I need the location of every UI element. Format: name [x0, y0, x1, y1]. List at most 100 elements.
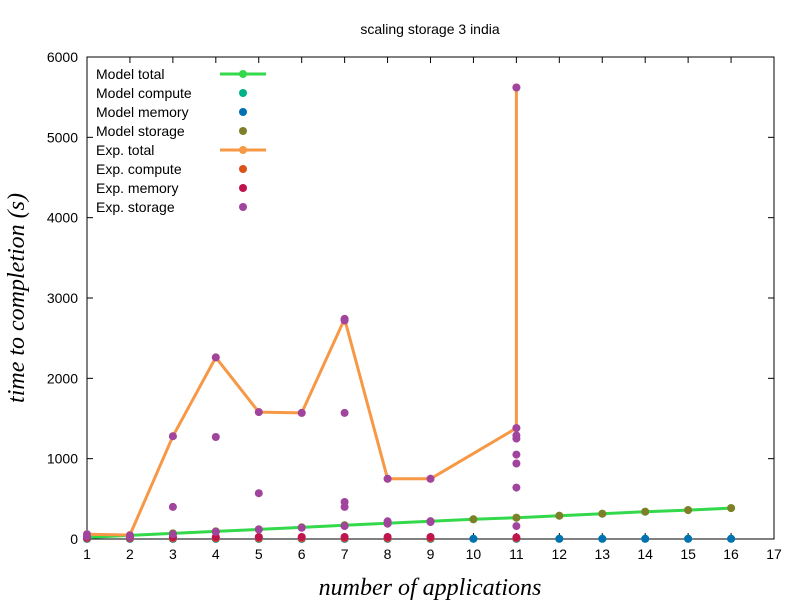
data-point-model-storage [512, 513, 521, 522]
plot-area-frame [86, 56, 775, 540]
legend-item: Exp. storage [96, 199, 247, 215]
legend-label: Exp. total [96, 142, 154, 158]
data-point-exp-storage [512, 434, 521, 443]
legend-swatch-point [239, 89, 247, 97]
series-layer [83, 83, 736, 543]
data-point-model-storage [641, 507, 650, 516]
x-tick-label: 9 [427, 546, 435, 562]
x-tick-label: 7 [341, 546, 349, 562]
data-point-exp-storage [211, 353, 220, 362]
data-point-exp-storage [512, 450, 521, 459]
data-point-model-storage [598, 509, 607, 518]
x-axis-label: number of applications [319, 575, 542, 600]
x-tick-label: 4 [212, 546, 220, 562]
data-point-exp-storage [125, 533, 134, 541]
data-point-exp-storage [426, 518, 435, 527]
data-point-exp-storage [383, 474, 392, 483]
x-tick-label: 6 [298, 546, 306, 562]
legend-item: Model total [96, 66, 266, 82]
data-point-exp-storage [512, 483, 521, 492]
data-point-exp-storage [340, 522, 349, 531]
data-point-exp-storage [512, 459, 521, 468]
data-point-exp-storage [168, 530, 177, 539]
data-point-exp-storage [83, 532, 91, 541]
data-point-exp-memory [426, 533, 435, 541]
legend-label: Exp. compute [96, 161, 182, 177]
x-tick-label: 1 [83, 546, 91, 562]
data-point-model-storage [469, 515, 478, 524]
legend-swatch-point [239, 203, 247, 211]
data-point-exp-storage [254, 408, 263, 417]
data-point-exp-storage [211, 433, 220, 441]
legend-label: Exp. memory [96, 180, 178, 196]
series-exp-storage [83, 83, 521, 541]
x-tick-label: 8 [384, 546, 392, 562]
data-point-exp-storage [340, 408, 349, 417]
x-tick-label: 11 [509, 546, 524, 562]
y-tick-label: 1000 [47, 451, 78, 467]
x-tick-label: 15 [680, 546, 696, 562]
x-tick-label: 13 [594, 546, 610, 562]
x-tick-label: 14 [637, 546, 653, 562]
x-tick-label: 2 [126, 546, 134, 562]
data-point-exp-storage [211, 527, 220, 536]
data-point-exp-storage [383, 519, 392, 528]
data-point-exp-memory [340, 533, 349, 541]
data-point-exp-storage [426, 474, 435, 483]
legend-item: Exp. total [96, 142, 266, 158]
data-point-model-storage [727, 504, 736, 513]
legend-swatch-point [239, 70, 247, 78]
legend: Model total Model compute Model memory Mode… [96, 66, 266, 215]
legend-item: Model storage [96, 123, 247, 139]
data-point-exp-storage [254, 489, 263, 498]
data-point-model-storage [684, 506, 693, 515]
x-tick-label: 12 [552, 546, 568, 562]
data-point-exp-memory [297, 533, 306, 541]
data-point-exp-storage [512, 424, 521, 433]
axis-ticks: 1 2 3 4 5 6 7 8 9 10 11 12 13 14 15 16 17010002000300040… [47, 49, 782, 562]
data-point-exp-memory [512, 533, 521, 542]
legend-item: Exp. compute [96, 161, 247, 177]
data-point-exp-storage [254, 525, 263, 534]
legend-swatch-point [239, 108, 247, 116]
data-point-model-memory [641, 534, 650, 543]
data-point-model-memory [727, 534, 736, 543]
legend-swatch-point [239, 146, 247, 154]
data-point-model-memory [469, 534, 478, 543]
data-point-model-memory [555, 534, 564, 543]
series-line-model-total [86, 506, 732, 539]
legend-swatch-point [239, 184, 247, 192]
legend-item: Model compute [96, 85, 247, 101]
x-tick-label: 3 [169, 546, 177, 562]
y-tick-label: 0 [70, 531, 78, 547]
data-point-model-memory [598, 534, 607, 543]
legend-label: Exp. storage [96, 199, 175, 215]
data-point-exp-memory [254, 533, 263, 541]
y-tick-label: 6000 [47, 49, 78, 65]
chart-title: scaling storage 3 india [360, 21, 500, 37]
x-tick-label: 16 [723, 546, 739, 562]
x-tick-label: 10 [466, 546, 482, 562]
legend-swatch-point [239, 165, 247, 173]
data-point-model-storage [555, 511, 564, 520]
legend-label: Model compute [96, 85, 192, 101]
data-point-exp-memory [383, 533, 392, 541]
legend-swatch-point [239, 127, 247, 135]
data-point-exp-storage [297, 523, 306, 532]
data-point-exp-storage [512, 83, 521, 92]
y-tick-label: 3000 [47, 290, 78, 306]
legend-label: Model total [96, 66, 164, 82]
x-tick-label: 5 [255, 546, 263, 562]
data-point-exp-storage [168, 432, 177, 441]
data-point-model-memory [684, 534, 693, 543]
y-tick-label: 4000 [47, 210, 78, 226]
legend-label: Model memory [96, 104, 189, 120]
data-point-exp-storage [340, 502, 349, 511]
legend-item: Model memory [96, 104, 247, 120]
x-tick-label: 17 [766, 546, 782, 562]
series-model-total [83, 504, 736, 542]
data-point-exp-storage [168, 502, 177, 511]
legend-item: Exp. memory [96, 180, 247, 196]
y-axis-label: time to completion (s) [4, 193, 30, 403]
